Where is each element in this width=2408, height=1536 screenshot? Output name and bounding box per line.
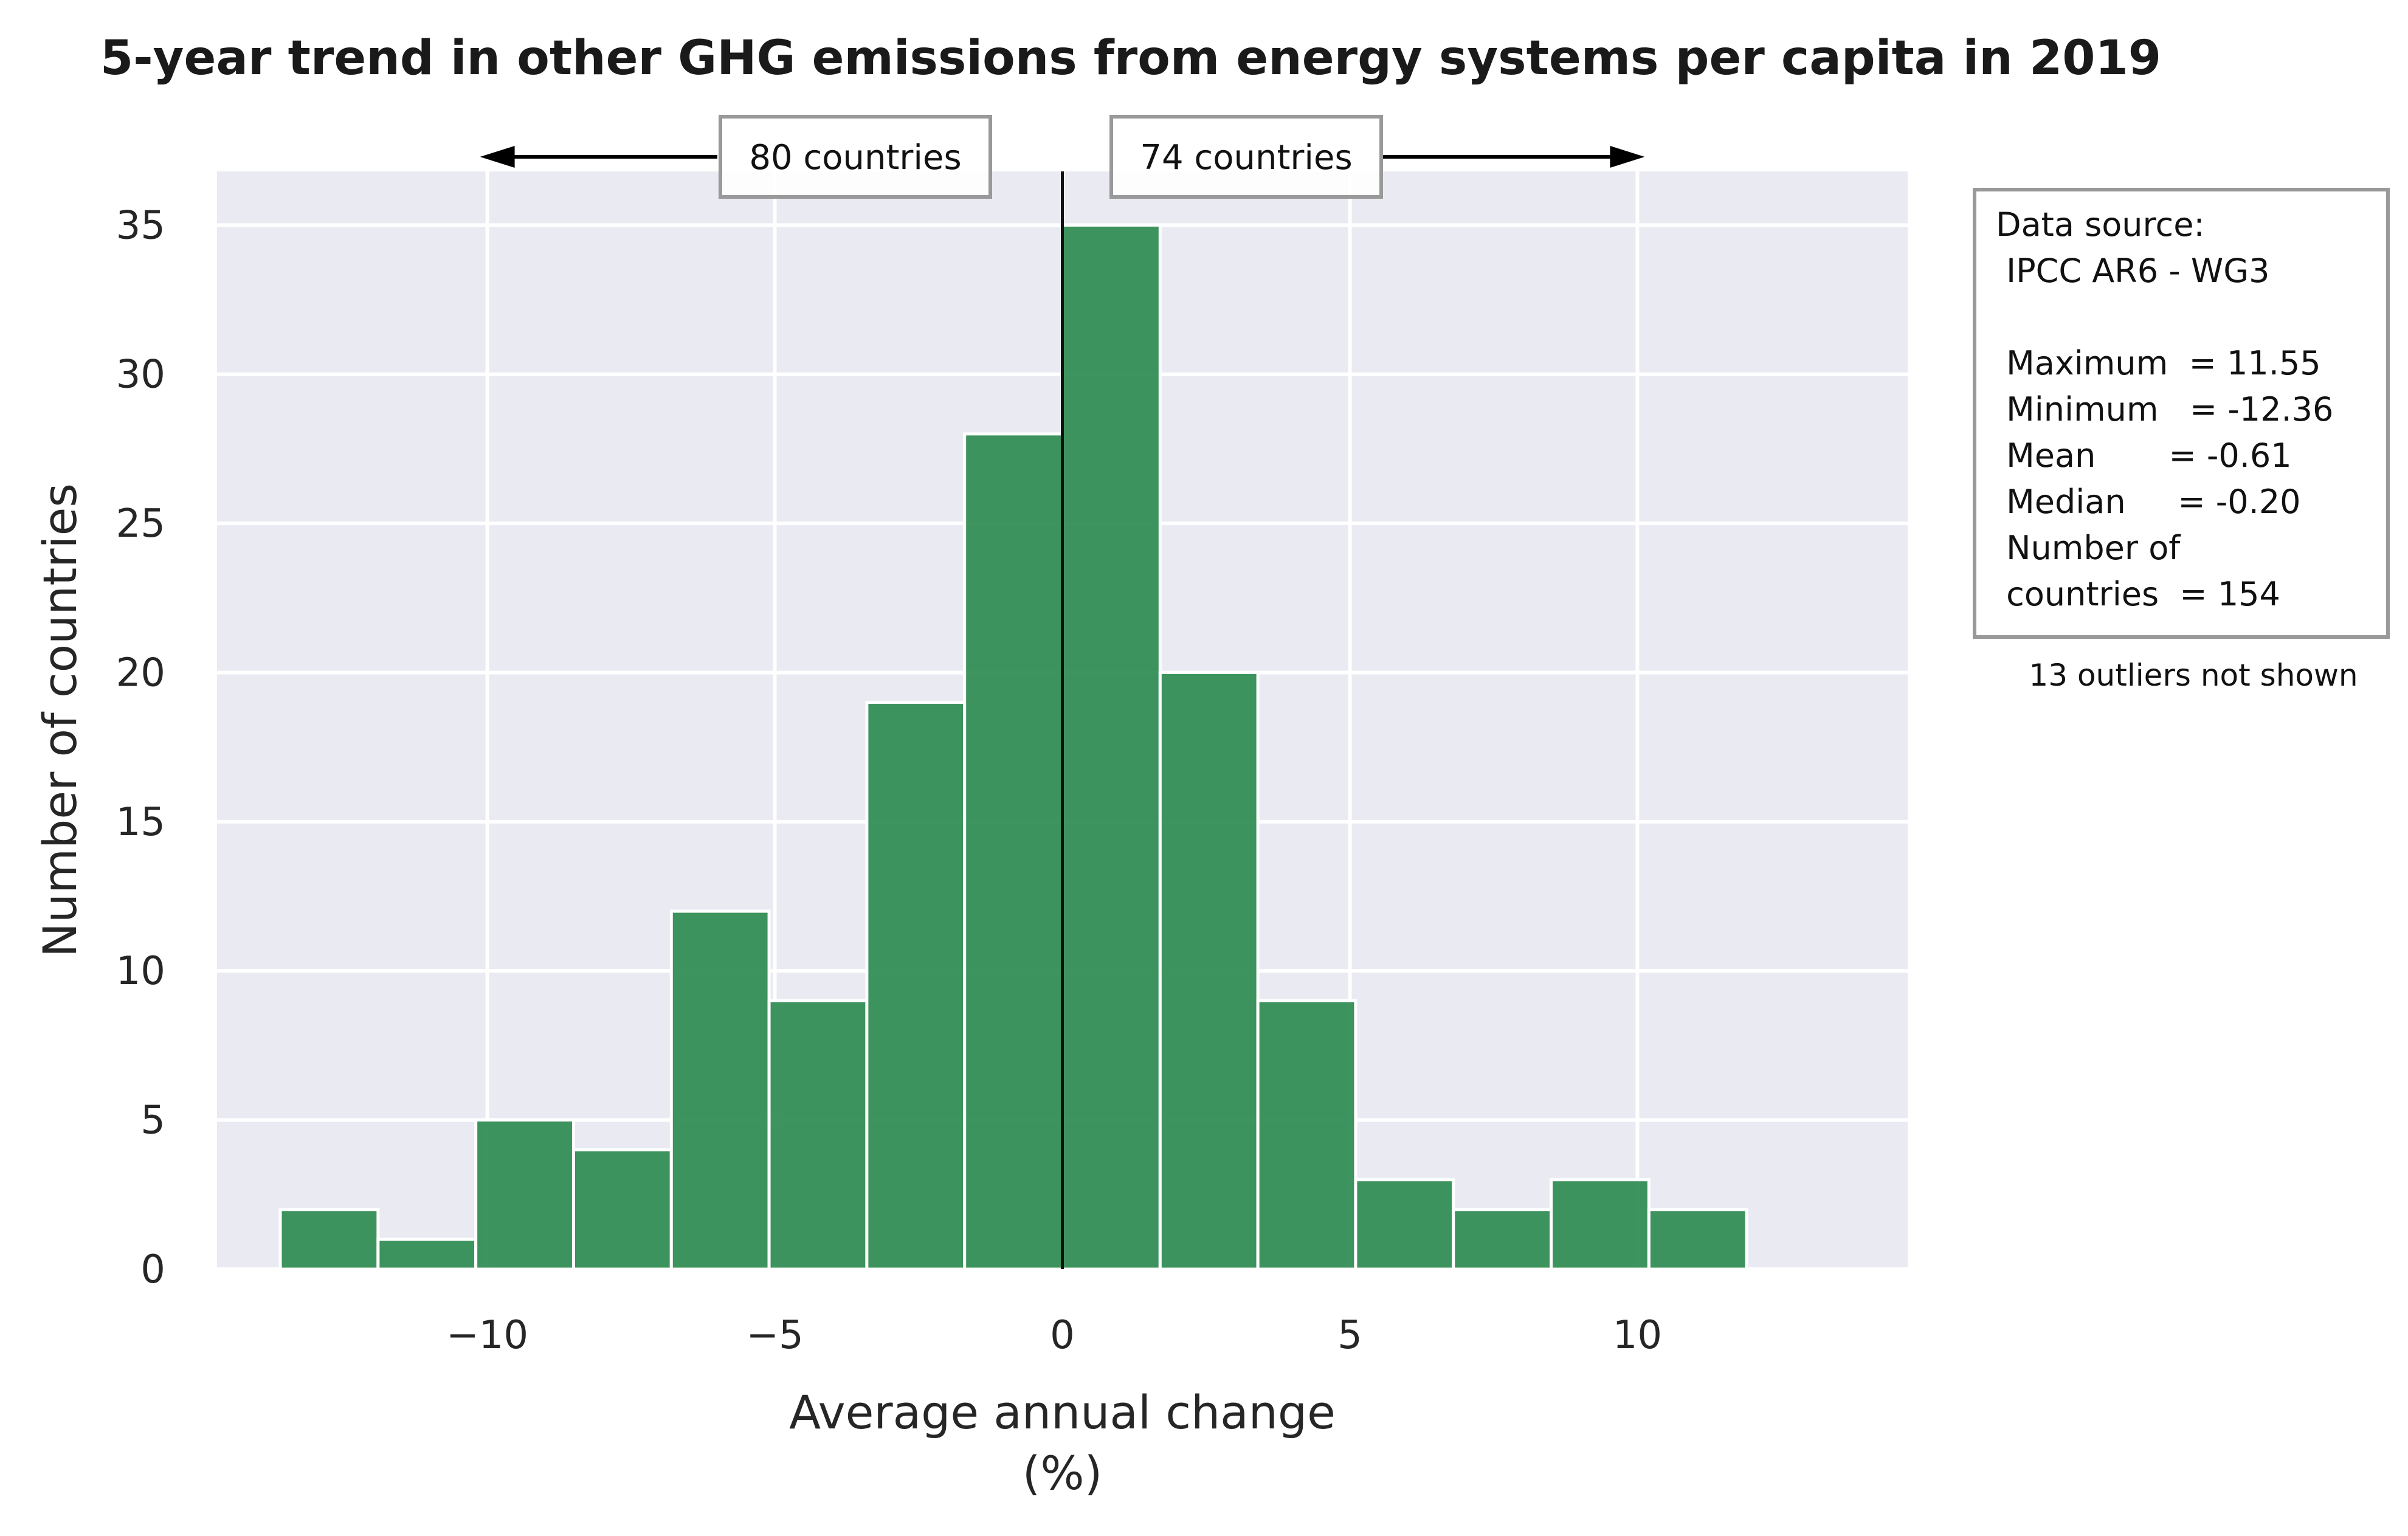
info-box-line: Number of: [1996, 529, 2181, 567]
info-box-line: Maximum = 11.55: [1996, 344, 2321, 382]
count-annotations: 80 countries 74 countries: [480, 115, 1645, 199]
arrow-left-icon: [480, 146, 515, 168]
right-count-label: 74 countries: [1140, 138, 1352, 177]
histogram-bar: [1647, 1208, 1748, 1271]
histogram-bar: [963, 432, 1064, 1271]
left-count-box: [719, 115, 992, 199]
info-box-frame: [1973, 188, 2390, 639]
outliers-note: 13 outliers not shown: [2029, 658, 2358, 693]
x-tick-label: 0: [1050, 1313, 1075, 1358]
y-tick-label: 0: [140, 1247, 165, 1292]
info-box-line: Data source:: [1996, 205, 2205, 244]
arrow-right-icon: [1610, 146, 1645, 168]
histogram-bar: [669, 909, 771, 1271]
histogram-bar: [571, 1148, 673, 1271]
info-box-line: Median = -0.20: [1996, 483, 2301, 521]
histogram-bar: [1158, 670, 1260, 1271]
histogram-bar: [1061, 223, 1162, 1271]
x-tick-label: −10: [446, 1313, 528, 1358]
info-box-line: IPCC AR6 - WG3: [1996, 252, 2269, 290]
histogram-bar: [865, 701, 967, 1271]
y-tick-label: 25: [116, 501, 165, 546]
info-box: Data source: IPCC AR6 - WG3 Maximum = 11…: [1973, 188, 2390, 639]
right-count-box: [1109, 115, 1383, 199]
info-box-line: Mean = -0.61: [1996, 436, 2292, 475]
histogram-bar: [1354, 1178, 1455, 1271]
info-box-line: Minimum = -12.36: [1996, 390, 2333, 429]
x-axis-label-line2: (%): [1023, 1446, 1103, 1500]
histogram-bar: [474, 1118, 575, 1271]
left-count-label: 80 countries: [749, 138, 961, 177]
x-axis-label-line1: Average annual change: [789, 1385, 1336, 1439]
histogram-bar: [1550, 1178, 1651, 1271]
info-box-text: Data source: IPCC AR6 - WG3 Maximum = 11…: [1996, 205, 2333, 613]
bars: [278, 223, 1748, 1271]
histogram-bar: [278, 1208, 380, 1271]
y-axis-label: Number of countries: [33, 483, 87, 957]
x-tick-label: 10: [1613, 1313, 1662, 1358]
x-axis-ticks: −10 −5 0 5 10: [446, 1313, 1662, 1358]
x-tick-label: 5: [1337, 1313, 1362, 1358]
histogram-bar: [767, 999, 869, 1271]
histogram-bar: [376, 1238, 478, 1271]
info-box-line: countries = 154: [1996, 575, 2280, 613]
y-tick-label: 10: [116, 949, 165, 994]
chart-title: 5-year trend in other GHG emissions from…: [100, 31, 2161, 86]
y-tick-label: 35: [116, 203, 165, 248]
y-tick-label: 30: [116, 353, 165, 398]
y-tick-label: 15: [116, 800, 165, 845]
histogram-bar: [1452, 1208, 1553, 1271]
histogram-bar: [1256, 999, 1358, 1271]
y-tick-label: 20: [116, 650, 165, 695]
y-axis-ticks: 0 5 10 15 20 25 30 35: [116, 203, 165, 1292]
x-tick-label: −5: [746, 1313, 803, 1358]
y-tick-label: 5: [140, 1098, 165, 1143]
